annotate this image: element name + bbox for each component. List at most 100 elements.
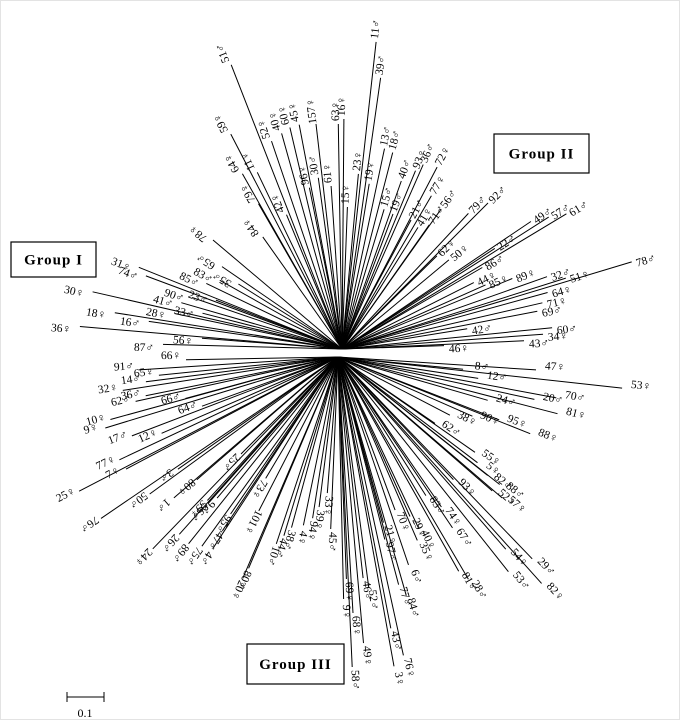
tip-label: 40♀ [267, 110, 284, 133]
branch-line [161, 356, 339, 434]
branch-line [162, 343, 343, 350]
tip-label: 87♂ [134, 342, 154, 355]
branch-line [100, 356, 339, 519]
branch-line [283, 356, 339, 536]
branch-line [341, 41, 377, 350]
branch-line [341, 333, 544, 350]
tip-label: 53♂ [510, 569, 532, 592]
branch-line [216, 356, 339, 499]
tip-label: 49♀ [360, 645, 374, 666]
branch-line [326, 356, 339, 494]
branch-line [337, 356, 453, 529]
branch-line [337, 356, 392, 629]
branch-line [122, 356, 339, 391]
tip-label: 12♂ [486, 370, 508, 385]
tip-label: 56♀ [173, 334, 194, 348]
branch-line [341, 282, 475, 350]
branch-line [221, 266, 343, 350]
branch-line [258, 203, 343, 350]
tip-label: 11♂ [369, 19, 383, 40]
branch-line [337, 356, 420, 529]
tip-label: 16♀ [336, 96, 348, 116]
tip-label: 28♀ [145, 306, 167, 322]
tip-label: 79♀ [238, 181, 258, 204]
branch-line [337, 356, 473, 417]
branch-line [341, 173, 359, 350]
branch-line [337, 356, 345, 600]
branch-line [181, 302, 343, 350]
branch-line [318, 356, 339, 508]
tip-label: 23♂ [186, 289, 209, 307]
tip-label: 78♀ [186, 222, 209, 244]
tip-label: 8♂ [474, 360, 489, 373]
branch-line [341, 276, 548, 350]
branch-line [330, 356, 339, 530]
tip-label: 92♂ [487, 184, 510, 207]
branch-line [341, 170, 416, 350]
branch-line [152, 356, 339, 550]
branch-line [201, 356, 339, 547]
branch-line [341, 118, 345, 350]
branch-line [145, 356, 339, 397]
tip-label: 97♂ [383, 541, 400, 563]
branch-line [215, 299, 343, 350]
tip-label: 33♂ [173, 305, 195, 322]
branch-line [337, 356, 396, 511]
tip-label: 44♂ [272, 537, 289, 560]
tip-label: 41♂ [152, 293, 175, 310]
branch-line [291, 356, 339, 528]
tip-label: 39♂ [374, 54, 389, 76]
tip-label: 15♀ [340, 184, 353, 205]
branch-line [131, 356, 339, 437]
branch-line [219, 279, 343, 350]
tip-label: 66♂ [160, 391, 183, 408]
branch-line [258, 356, 339, 512]
tip-label: 77♂ [397, 586, 414, 609]
branch-line [337, 356, 478, 464]
tip-label: 63♀ [330, 101, 342, 121]
tip-label: 34♀ [548, 330, 569, 343]
branch-line [341, 284, 486, 350]
tip-label: 18♀ [85, 306, 107, 321]
branch-line [337, 356, 354, 614]
branch-line [341, 219, 412, 350]
scale-bar-label: 0.1 [78, 706, 93, 720]
branch-line [337, 356, 479, 379]
tip-label: 10♀ [85, 412, 108, 429]
branch-line [341, 213, 469, 350]
branch-line [265, 356, 339, 479]
branch-line [201, 337, 343, 350]
tip-label: 60♂ [556, 323, 577, 337]
tip-label: 71♀ [546, 295, 568, 311]
tip-label: 22♂ [495, 232, 518, 253]
tip-label: 1♂ [154, 496, 173, 514]
branch-line [315, 123, 343, 350]
tip-label: 7♀ [104, 464, 122, 481]
group-box [10, 241, 97, 278]
branch-line [230, 64, 343, 350]
tip-label: 25♂ [220, 451, 243, 474]
branch-line [341, 345, 445, 350]
tip-label: 68♀ [349, 616, 362, 637]
branch-line [341, 216, 549, 350]
tip-label: 42♂ [471, 322, 493, 337]
branch-line [286, 214, 343, 350]
branch-line [337, 356, 535, 400]
branch-line [341, 310, 538, 350]
tip-label: 84♀ [240, 215, 261, 238]
group-label: Group I [24, 253, 83, 269]
branch-line [337, 356, 400, 585]
tip-label: 51♂ [214, 41, 232, 64]
group-box [246, 643, 345, 685]
branch-line [341, 164, 424, 350]
branch-line [202, 312, 343, 350]
branch-line [230, 133, 343, 350]
branch-line [191, 297, 343, 350]
branch-line [174, 313, 343, 350]
branch-line [135, 356, 339, 402]
tip-label: 39♀ [312, 509, 326, 530]
tip-label: 89♀ [514, 267, 537, 286]
tip-label: 43♂ [388, 630, 404, 652]
branch-line [337, 356, 407, 596]
